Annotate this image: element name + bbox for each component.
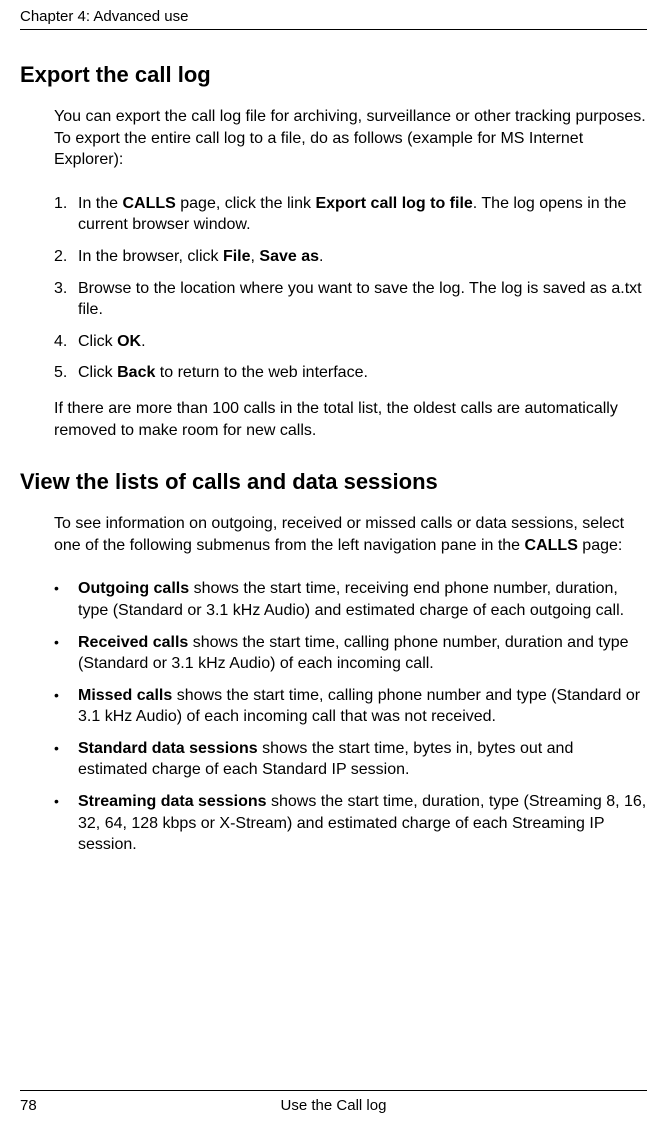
- step-text: In the CALLS page, click the link Export…: [78, 193, 647, 236]
- page-header: Chapter 4: Advanced use: [20, 8, 647, 30]
- chapter-label: Chapter 4: Advanced use: [20, 8, 188, 25]
- step-number: 4.: [54, 331, 78, 353]
- footer-section-title: Use the Call log: [60, 1097, 607, 1114]
- bullet-list: • Outgoing calls shows the start time, r…: [54, 578, 647, 856]
- intro-paragraph: To see information on outgoing, received…: [54, 513, 647, 556]
- step-text: Browse to the location where you want to…: [78, 278, 647, 321]
- bullet-icon: •: [54, 791, 78, 856]
- bullet-missed: • Missed calls shows the start time, cal…: [54, 685, 647, 728]
- ordered-steps: 1. In the CALLS page, click the link Exp…: [54, 193, 647, 384]
- intro-paragraph: You can export the call log file for arc…: [54, 106, 647, 171]
- bullet-text: Streaming data sessions shows the start …: [78, 791, 647, 856]
- section-heading: View the lists of calls and data session…: [20, 469, 647, 495]
- section-view-lists: View the lists of calls and data session…: [20, 469, 647, 856]
- step-2: 2. In the browser, click File, Save as.: [54, 246, 647, 268]
- step-text: Click OK.: [78, 331, 647, 353]
- step-1: 1. In the CALLS page, click the link Exp…: [54, 193, 647, 236]
- step-number: 3.: [54, 278, 78, 321]
- step-number: 2.: [54, 246, 78, 268]
- section-heading: Export the call log: [20, 62, 647, 88]
- page-number: 78: [20, 1097, 60, 1114]
- bullet-received: • Received calls shows the start time, c…: [54, 632, 647, 675]
- section-export: Export the call log You can export the c…: [20, 62, 647, 441]
- after-list-paragraph: If there are more than 100 calls in the …: [54, 398, 647, 441]
- bullet-standard-data: • Standard data sessions shows the start…: [54, 738, 647, 781]
- bullet-text: Outgoing calls shows the start time, rec…: [78, 578, 647, 621]
- page-content: Export the call log You can export the c…: [20, 62, 647, 866]
- step-number: 5.: [54, 362, 78, 384]
- step-5: 5. Click Back to return to the web inter…: [54, 362, 647, 384]
- step-text: Click Back to return to the web interfac…: [78, 362, 647, 384]
- step-3: 3. Browse to the location where you want…: [54, 278, 647, 321]
- bullet-text: Received calls shows the start time, cal…: [78, 632, 647, 675]
- bullet-streaming-data: • Streaming data sessions shows the star…: [54, 791, 647, 856]
- bullet-icon: •: [54, 578, 78, 621]
- bullet-icon: •: [54, 632, 78, 675]
- step-text: In the browser, click File, Save as.: [78, 246, 647, 268]
- bullet-icon: •: [54, 685, 78, 728]
- step-number: 1.: [54, 193, 78, 236]
- step-4: 4. Click OK.: [54, 331, 647, 353]
- bullet-text: Missed calls shows the start time, calli…: [78, 685, 647, 728]
- page-footer: 78 Use the Call log: [20, 1090, 647, 1114]
- bullet-text: Standard data sessions shows the start t…: [78, 738, 647, 781]
- bullet-outgoing: • Outgoing calls shows the start time, r…: [54, 578, 647, 621]
- bullet-icon: •: [54, 738, 78, 781]
